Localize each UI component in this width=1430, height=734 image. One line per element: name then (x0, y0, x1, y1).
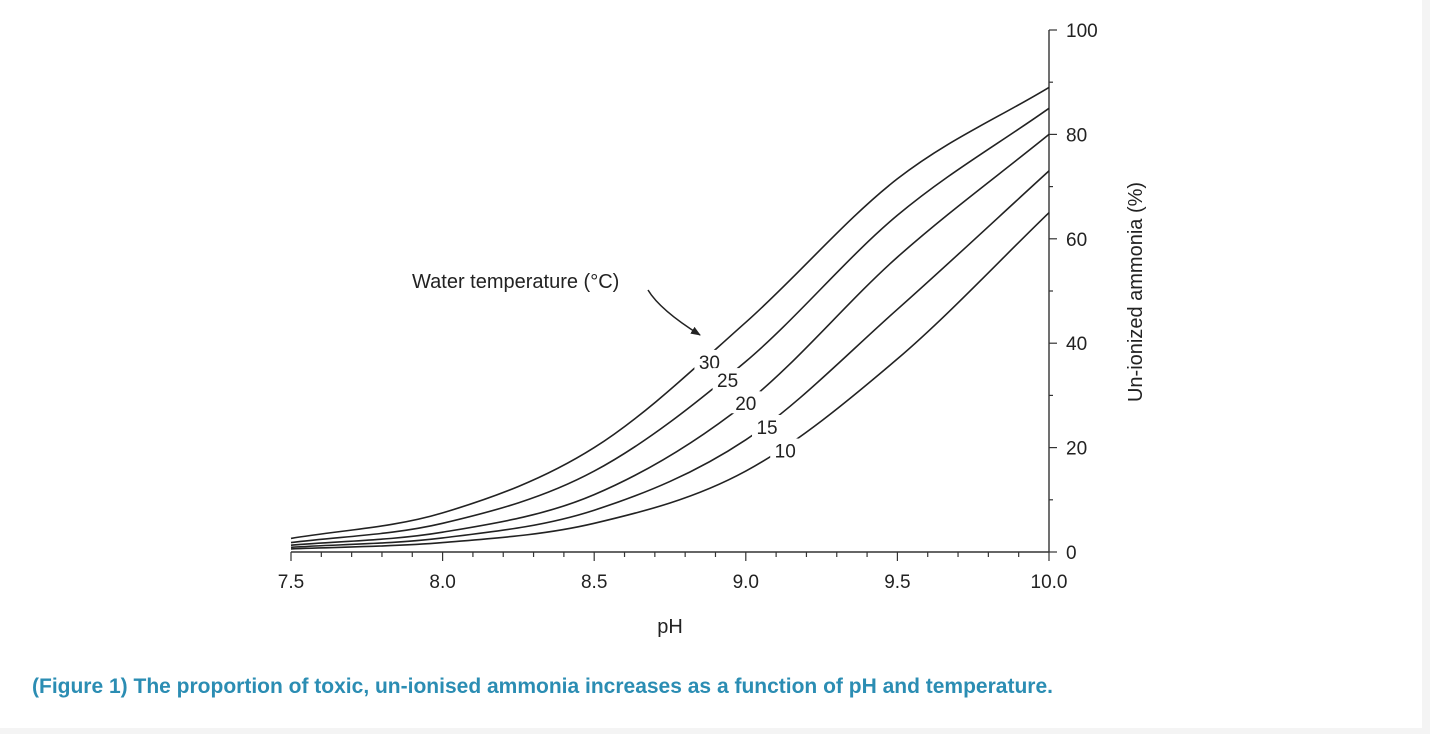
x-axis-title: pH (657, 616, 683, 638)
figure-caption: (Figure 1) The proportion of toxic, un-i… (32, 675, 1053, 698)
series-label-backdrop (752, 414, 783, 437)
x-tick-label: 7.5 (278, 572, 304, 593)
y-tick-label: 40 (1066, 334, 1087, 355)
x-tick-label: 8.0 (429, 572, 455, 593)
x-tick-label: 8.5 (581, 572, 607, 593)
series-line-20 (290, 133, 1050, 546)
y-axis-title: Un-ionized ammonia (%) (1125, 182, 1147, 402)
annotation-arrow (647, 289, 701, 336)
series-line-10 (290, 212, 1050, 550)
series-label-backdrop (770, 438, 801, 461)
series-line-15 (290, 170, 1050, 549)
x-tick-label: 9.0 (733, 572, 759, 593)
series-label-15: 15 (756, 418, 777, 439)
series-label-20: 20 (735, 394, 756, 415)
series-label-10: 10 (775, 442, 796, 463)
series-label-25: 25 (717, 371, 738, 392)
ammonia-chart: 7.5 8.0 8.5 9.0 9.5 10.0 0 20 40 60 80 100 pH Un-ioni… (278, 21, 1147, 638)
y-tick-label: 100 (1066, 21, 1098, 42)
series-label-backdrop (694, 349, 725, 372)
y-tick-label: 20 (1066, 439, 1087, 460)
y-tick-label: 80 (1066, 125, 1087, 146)
series-line-25 (290, 107, 1050, 544)
series-label-backdrop (712, 368, 743, 391)
annotation-text: Water temperature (°C) (412, 271, 619, 293)
y-tick-label: 60 (1066, 230, 1087, 251)
x-tick-label: 9.5 (884, 572, 910, 593)
series-line-30 (290, 86, 1050, 540)
series-label-backdrop (730, 391, 761, 414)
y-tick-label: 0 (1066, 543, 1077, 564)
x-tick-label: 10.0 (1031, 572, 1068, 593)
